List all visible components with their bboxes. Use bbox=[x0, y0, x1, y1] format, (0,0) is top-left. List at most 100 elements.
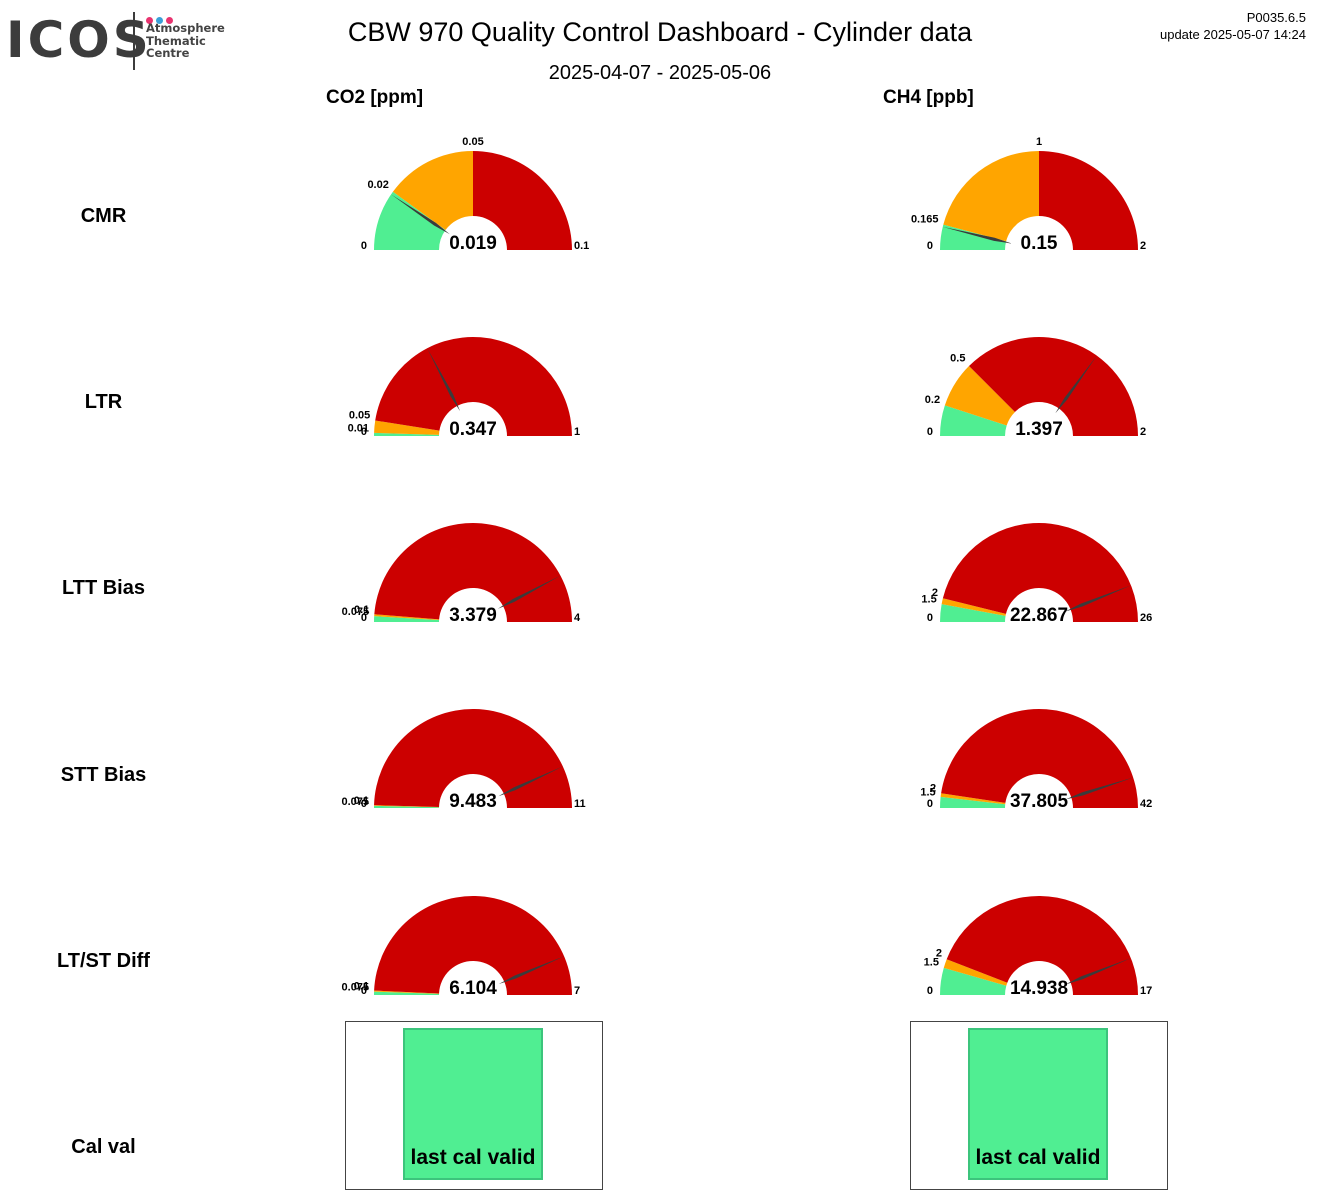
gauge-threshold-label: 0.2 bbox=[925, 394, 940, 406]
gauge bbox=[940, 709, 1138, 808]
gauge-zone-good bbox=[374, 991, 440, 995]
date-range: 2025-04-07 - 2025-05-06 bbox=[548, 62, 772, 84]
gauge-min-label: 0 bbox=[927, 798, 933, 810]
gauge-zone-good bbox=[374, 432, 440, 436]
gauge-max-label: 1 bbox=[574, 426, 580, 438]
gauge-max-label: 17 bbox=[1140, 985, 1152, 997]
cal-val-panel-ch4: last cal valid bbox=[910, 1021, 1168, 1190]
gauge-zone-good bbox=[374, 616, 440, 622]
logo-dot bbox=[156, 17, 163, 24]
cal-val-panel-co2: last cal valid bbox=[345, 1021, 603, 1190]
gauge-zone-warn bbox=[944, 365, 1015, 426]
gauge-zone-good bbox=[940, 967, 1007, 995]
gauge-zone-warn bbox=[374, 990, 440, 994]
gauge-threshold-label: 2 bbox=[936, 947, 942, 959]
gauge-threshold-label: 1 bbox=[1036, 136, 1042, 148]
gauge-value-label: 6.104 bbox=[449, 978, 497, 999]
gauge-zone-good bbox=[940, 796, 1006, 808]
gauge-needle bbox=[1065, 585, 1131, 612]
cal-status-indicator: last cal valid bbox=[968, 1028, 1108, 1180]
gauge-value-label: 22.867 bbox=[1010, 605, 1068, 626]
gauge bbox=[374, 523, 572, 622]
column-header-co2: CO2 [ppm] bbox=[326, 87, 424, 108]
page-title: CBW 970 Quality Control Dashboard - Cyli… bbox=[347, 17, 973, 47]
gauge-zone-warn bbox=[392, 151, 473, 231]
gauge-zone-warn bbox=[941, 598, 1006, 616]
gauge-zone-warn bbox=[943, 959, 1008, 986]
gauge-threshold-label: 0.5 bbox=[950, 352, 965, 364]
gauge-threshold-label: 0.05 bbox=[349, 410, 370, 422]
gauge-value-label: 14.938 bbox=[1010, 978, 1068, 999]
row-label-ltt-bias: LTT Bias bbox=[62, 577, 145, 599]
gauge bbox=[940, 337, 1138, 436]
gauge-zone-warn bbox=[374, 805, 440, 808]
version-label: P0035.6.5 bbox=[1246, 10, 1306, 25]
gauge-zone-bad bbox=[473, 151, 572, 250]
row-label-ltr: LTR bbox=[84, 391, 123, 413]
gauge-zone-good bbox=[374, 191, 446, 250]
gauge-max-label: 11 bbox=[574, 798, 586, 810]
gauge-min-label: 0 bbox=[361, 798, 367, 810]
gauge-needle bbox=[391, 194, 450, 235]
gauge-max-label: 2 bbox=[1140, 240, 1146, 252]
gauge bbox=[374, 896, 572, 995]
gauge-needle bbox=[427, 348, 461, 412]
logo-divider bbox=[133, 12, 135, 70]
gauge-max-label: 4 bbox=[574, 612, 581, 624]
gauge-zone-warn bbox=[943, 151, 1039, 242]
gauge-threshold-label: 0.05 bbox=[462, 136, 483, 148]
gauge-needle bbox=[498, 766, 563, 797]
gauge-value-label: 3.379 bbox=[449, 605, 497, 626]
gauge-zone-good bbox=[940, 604, 1006, 622]
row-label-cmr: CMR bbox=[80, 205, 127, 227]
gauge-zone-bad bbox=[1039, 151, 1138, 250]
gauge-min-label: 0 bbox=[361, 985, 367, 997]
gauge-needle bbox=[942, 226, 1012, 244]
gauge bbox=[374, 709, 572, 808]
update-timestamp: update 2025-05-07 14:24 bbox=[1159, 27, 1306, 42]
gauge-max-label: 7 bbox=[574, 985, 580, 997]
gauge-value-label: 0.347 bbox=[449, 419, 497, 440]
gauge-min-label: 0 bbox=[361, 612, 367, 624]
gauge-threshold-label: 0.1 bbox=[354, 980, 369, 992]
gauge-needle bbox=[1064, 958, 1131, 985]
gauge-value-label: 0.15 bbox=[1021, 233, 1058, 254]
logo-subtitle: Atmosphere Thematic Centre bbox=[146, 22, 225, 60]
cal-status-text: last cal valid bbox=[410, 1146, 536, 1169]
gauge-threshold-label: 0.01 bbox=[348, 423, 369, 435]
gauge-threshold-label: 2 bbox=[932, 587, 938, 599]
logo-subtitle-line: Centre bbox=[146, 46, 190, 60]
gauge bbox=[940, 151, 1138, 250]
gauge-threshold-label: 0.02 bbox=[367, 179, 388, 191]
gauge-zone-good bbox=[374, 805, 440, 808]
gauge-value-label: 0.019 bbox=[449, 233, 497, 254]
logo-dot bbox=[146, 17, 153, 24]
gauge bbox=[940, 523, 1138, 622]
gauge-needle bbox=[497, 575, 561, 609]
gauge-zone-warn bbox=[940, 793, 1006, 805]
gauge-value-label: 37.805 bbox=[1010, 791, 1069, 812]
gauge-zone-bad bbox=[374, 896, 572, 995]
cal-status-text: last cal valid bbox=[975, 1146, 1101, 1169]
gauge-threshold-label: 1.5 bbox=[921, 593, 936, 605]
gauge-min-label: 0 bbox=[361, 240, 367, 252]
gauge-max-label: 2 bbox=[1140, 426, 1146, 438]
column-header-ch4: CH4 [ppb] bbox=[883, 87, 974, 108]
gauge-threshold-label: 0.165 bbox=[911, 213, 939, 225]
gauge-min-label: 0 bbox=[927, 240, 933, 252]
cal-status-indicator: last cal valid bbox=[403, 1028, 543, 1180]
gauge-max-label: 42 bbox=[1140, 798, 1152, 810]
gauge-zone-bad bbox=[374, 709, 572, 808]
gauge-value-label: 1.397 bbox=[1015, 419, 1063, 440]
gauge bbox=[940, 896, 1138, 995]
gauge bbox=[374, 337, 572, 436]
row-label-cal-val: Cal val bbox=[71, 1136, 136, 1158]
gauge-threshold-label: 0.075 bbox=[342, 606, 370, 618]
gauge-value-label: 9.483 bbox=[449, 791, 497, 812]
gauge-needle bbox=[1055, 355, 1097, 414]
gauge-needle bbox=[498, 956, 565, 985]
logo-subtitle-line: Atmosphere bbox=[146, 21, 225, 35]
gauge-threshold-label: 1.5 bbox=[924, 957, 939, 969]
gauge-zone-bad bbox=[968, 337, 1138, 436]
